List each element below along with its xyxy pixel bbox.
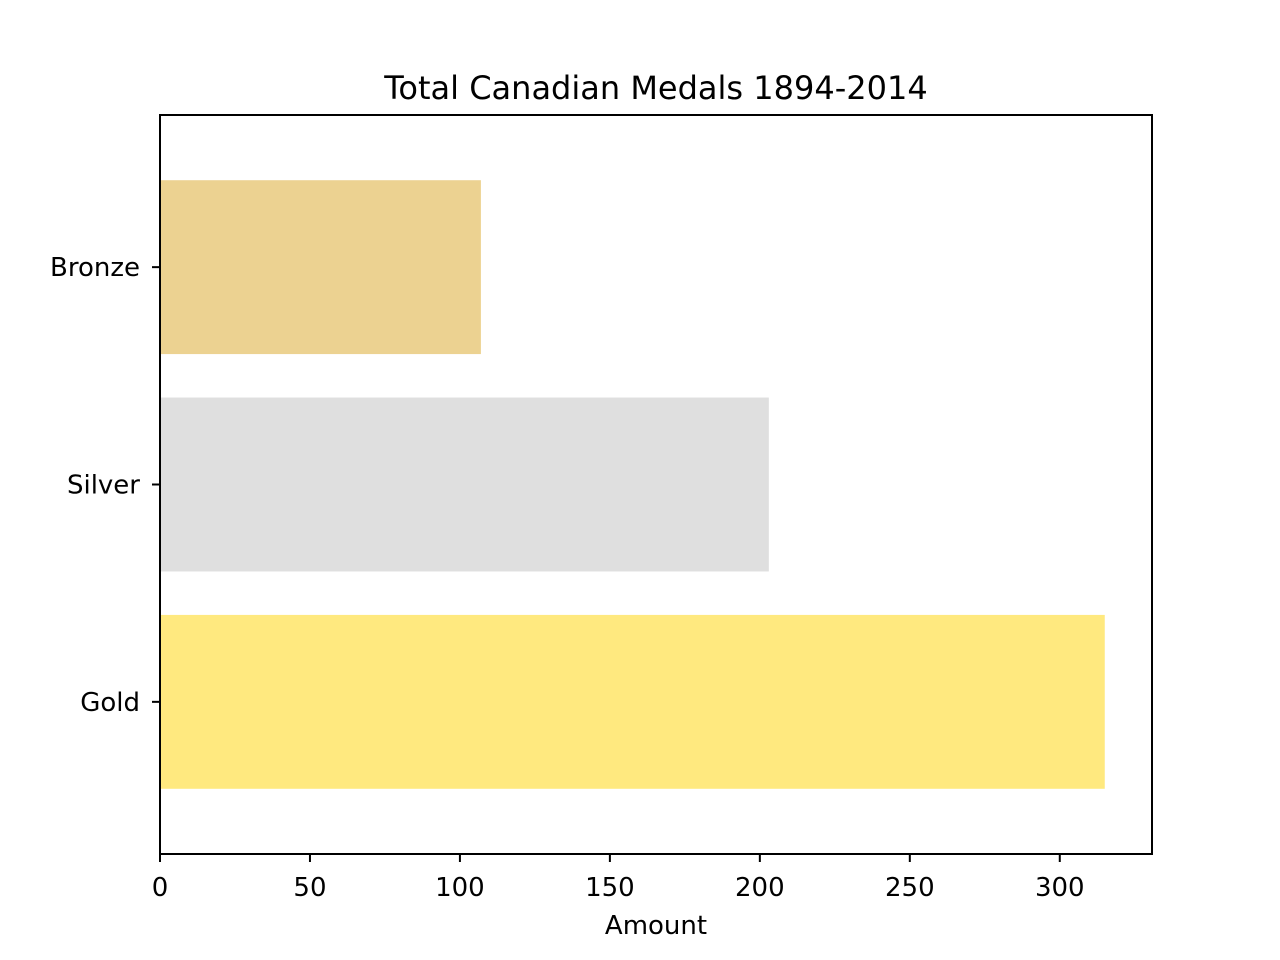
x-axis: 0 50 100 150 200 250 300	[152, 854, 1085, 903]
x-tick-label-200: 200	[735, 873, 785, 903]
bar-gold	[160, 614, 1105, 789]
x-tick-label-300: 300	[1035, 873, 1085, 903]
x-tick-label-0: 0	[152, 873, 169, 903]
bar-bronze	[160, 180, 481, 355]
bars-group	[160, 180, 1105, 789]
x-axis-label: Amount	[605, 911, 707, 941]
bar-silver	[160, 397, 769, 572]
x-tick-label-150: 150	[585, 873, 635, 903]
y-axis: Gold Silver Bronze	[50, 253, 160, 718]
x-tick-label-100: 100	[435, 873, 485, 903]
x-tick-label-250: 250	[885, 873, 935, 903]
chart-title: Total Canadian Medals 1894-2014	[383, 69, 927, 107]
y-tick-label-gold: Gold	[80, 688, 140, 718]
y-tick-label-silver: Silver	[67, 471, 140, 501]
x-tick-label-50: 50	[293, 873, 326, 903]
y-tick-label-bronze: Bronze	[50, 253, 140, 283]
